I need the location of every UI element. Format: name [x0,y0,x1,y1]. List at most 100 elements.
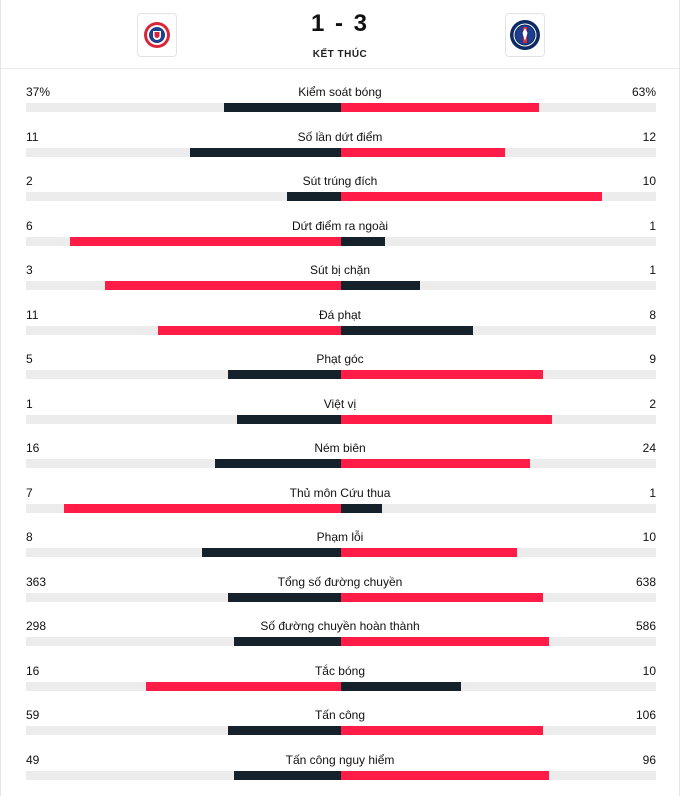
stat-home-bar [158,325,341,335]
stat-label: Việt vị [323,396,357,411]
stat-label: Thủ môn Cứu thua [289,485,391,500]
stat-away-value: 106 [635,708,656,722]
stat-row: 59 Tấn công 106 [0,707,680,752]
stat-home-bar [202,548,341,557]
home-team-logo[interactable] [137,13,177,57]
stat-label: Sút trúng đích [302,174,378,188]
stat-away-value: 12 [642,129,656,144]
stat-away-value: 24 [642,441,656,455]
stat-home-bar [70,236,341,246]
stat-label: Phạt góc [316,352,364,366]
stat-away-bar [341,236,385,246]
stat-home-bar [224,103,341,112]
stat-row: 16 Ném biên 24 [0,440,680,485]
stat-label: Số đường chuyền hoàn thành [260,619,420,633]
stat-home-value: 6 [26,218,33,233]
stat-row: 11 Đá phạt 8 [0,307,680,352]
stat-away-bar [341,147,505,157]
stat-away-bar [341,637,549,646]
stat-home-bar [146,681,341,691]
stat-label: Kiểm soát bóng [298,85,382,99]
stat-away-value: 9 [649,352,656,366]
stat-away-bar [341,414,552,424]
stat-row: 49 Tấn công nguy hiểm 96 [0,752,680,796]
stat-home-bar [228,370,341,379]
stat-row: 1 Việt vị 2 [0,396,680,441]
stat-home-value: 59 [26,708,40,722]
stat-away-value: 586 [635,619,656,633]
stat-away-bar [341,281,420,290]
stat-home-value: 363 [26,574,47,589]
stat-away-value: 96 [642,752,656,767]
stat-home-bar [215,459,341,468]
match-score: 1 - 3 [310,10,370,37]
stat-away-bar [341,681,461,691]
stat-away-value: 1 [649,218,656,233]
stat-label: Tắc bóng [314,663,366,678]
stat-home-value: 2 [26,174,33,188]
stat-home-bar [190,147,341,157]
stat-home-value: 3 [26,263,33,277]
match-status: KẾT THÚC [312,49,368,60]
stat-away-bar [341,459,530,468]
stat-label: Tấn công [314,708,366,722]
stat-label: Tấn công nguy hiểm [285,752,395,767]
stat-away-bar [341,503,382,513]
stat-home-value: 11 [26,307,39,322]
stat-home-value: 7 [26,485,33,500]
stat-home-value: 49 [26,752,40,767]
stat-away-bar [341,726,543,735]
stat-home-value: 37% [26,85,51,99]
stat-label: Tổng số đường chuyền [277,574,403,589]
stat-away-value: 2 [649,396,656,411]
stat-row: 11 Số lần dứt điểm 12 [0,129,680,174]
stat-home-bar [228,726,341,735]
stat-away-value: 1 [649,263,656,277]
stat-away-value: 8 [649,307,656,322]
stat-home-value: 16 [26,663,40,678]
stat-home-value: 11 [26,129,39,144]
stat-label: Đá phạt [318,307,362,322]
stat-home-value: 5 [26,352,33,366]
stat-home-bar [237,414,341,424]
stat-away-bar [341,192,602,201]
stat-home-bar [64,503,341,513]
stat-row: 16 Tắc bóng 10 [0,663,680,708]
stat-home-bar [287,192,341,201]
stat-away-value: 1 [649,485,656,500]
stat-away-value: 10 [642,530,656,544]
stat-label: Ném biên [314,441,366,455]
stat-away-bar [341,770,549,780]
stat-away-value: 638 [635,574,656,589]
stat-row: 8 Phạm lỗi 10 [0,529,680,574]
stat-away-bar [341,592,543,602]
stat-home-bar [234,770,341,780]
away-crest-icon [510,20,540,50]
match-header: 1 - 3 KẾT THÚC [0,0,680,68]
stat-label: Phạm lỗi [316,530,364,544]
frame-left-border [0,0,1,796]
stat-away-bar [341,548,517,557]
stat-label: Sút bị chặn [309,263,371,277]
stat-away-bar [341,325,473,335]
stat-row: 3 Sút bị chặn 1 [0,262,680,307]
stat-label: Dứt điểm ra ngoài [291,218,389,233]
stat-home-bar [228,592,341,602]
stat-home-value: 8 [26,530,33,544]
stat-away-value: 10 [642,663,656,678]
home-crest-icon [144,22,170,48]
away-team-logo[interactable] [505,13,545,57]
stat-home-bar [105,281,341,290]
stat-label: Số lần dứt điểm [297,129,383,144]
stat-row: 2 Sút trúng đích 10 [0,173,680,218]
stat-home-value: 1 [26,396,33,411]
stat-away-bar [341,370,543,379]
header-divider [1,68,679,69]
stat-home-value: 16 [26,441,40,455]
stat-away-bar [341,103,539,112]
stat-row: 37% Kiểm soát bóng 63% [0,84,680,129]
stat-away-value: 10 [642,174,656,188]
stat-away-value: 63% [631,85,656,99]
stat-row: 298 Số đường chuyền hoàn thành 586 [0,618,680,663]
stat-home-value: 298 [26,619,47,633]
